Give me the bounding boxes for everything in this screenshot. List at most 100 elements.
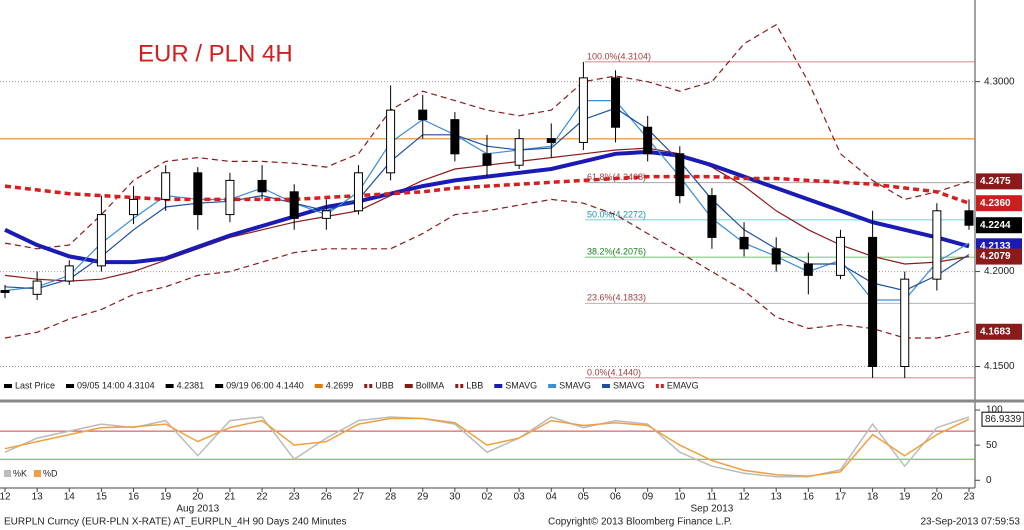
value-box-label: 4.2360 <box>980 198 1011 209</box>
candle-body <box>771 248 781 265</box>
x-tick-label: 10 <box>674 492 686 503</box>
candle-body <box>161 172 171 200</box>
indicator-line <box>4 198 970 339</box>
oscillator-line <box>4 417 970 477</box>
footer-center: Copyright© 2013 Bloomberg Finance L.P. <box>548 517 732 528</box>
legend-label: SMAVG <box>613 380 645 390</box>
value-box-label: 86.9339 <box>985 414 1022 425</box>
candle-body <box>643 126 653 155</box>
value-box <box>976 248 1022 265</box>
candle-body <box>386 109 396 174</box>
x-tick-label: 13 <box>771 492 783 503</box>
candle-body <box>868 236 878 368</box>
legend-label: %K <box>13 468 27 478</box>
footer-right: 23-Sep-2013 07:59:53 <box>920 517 1020 528</box>
x-tick-label: 22 <box>257 492 269 503</box>
candle-body <box>482 153 492 166</box>
chart-title: EUR / PLN 4H <box>138 40 293 67</box>
month-label: Aug 2013 <box>176 504 219 515</box>
candle-body <box>739 236 749 250</box>
candle-body <box>321 210 331 219</box>
value-box <box>976 217 1022 234</box>
candle-body <box>835 236 845 276</box>
candle-body <box>418 109 428 121</box>
x-tick-label: 13 <box>32 492 44 503</box>
value-box <box>976 323 1022 340</box>
candle-body <box>96 214 106 267</box>
candle-body <box>32 280 42 295</box>
x-tick-label: 02 <box>481 492 493 503</box>
legend-label: EMAVG <box>667 380 699 390</box>
x-tick-label: 12 <box>0 492 11 503</box>
x-tick-label: 20 <box>931 492 943 503</box>
value-box <box>976 195 1022 212</box>
candle-body <box>900 278 910 368</box>
x-tick-label: 15 <box>96 492 108 503</box>
candle-body <box>225 179 235 216</box>
legend-label: BollMA <box>416 380 445 390</box>
legend-label: UBB <box>375 380 394 390</box>
x-tick-label: 03 <box>514 492 526 503</box>
x-tick-label: 20 <box>192 492 204 503</box>
candle-body <box>932 210 942 280</box>
candle-body <box>289 191 299 219</box>
value-box-label: 4.2133 <box>980 241 1011 252</box>
candle-body <box>707 195 717 238</box>
value-box-label: 4.2475 <box>980 176 1011 187</box>
legend-label: SMAVG <box>559 380 591 390</box>
candle-body <box>964 210 974 226</box>
candle-body <box>450 119 460 155</box>
fib-label: 0.0%(4.1440) <box>587 367 641 377</box>
candle-body <box>193 172 203 216</box>
x-tick-label: 23 <box>289 492 301 503</box>
value-box-label: 4.2244 <box>980 220 1011 231</box>
value-box <box>976 173 1022 190</box>
footer-left: EURPLN Curncy (EUR-PLN X-RATE) AT_EURPLN… <box>4 517 347 528</box>
y-tick-label: 0 <box>986 475 992 486</box>
fib-label: 100.0%(4.3104) <box>587 51 651 61</box>
legend-label: 4.2381 <box>177 380 205 390</box>
candle-body <box>64 265 74 282</box>
x-tick-label: 28 <box>385 492 397 503</box>
fib-label: 50.0%(4.2272) <box>587 209 646 219</box>
fib-label: 38.2%(4.2076) <box>587 247 646 257</box>
x-tick-label: 19 <box>899 492 911 503</box>
x-tick-label: 26 <box>321 492 333 503</box>
x-tick-label: 30 <box>449 492 461 503</box>
candle-body <box>353 172 363 212</box>
legend-label: 4.2699 <box>326 380 354 390</box>
legend-label: LBB <box>466 380 483 390</box>
x-tick-label: 06 <box>610 492 622 503</box>
x-tick-label: 29 <box>417 492 429 503</box>
x-tick-label: 17 <box>835 492 847 503</box>
x-tick-label: 27 <box>353 492 365 503</box>
y-tick-label: 4.3000 <box>984 76 1015 87</box>
candle-body <box>578 77 588 143</box>
candle-body <box>546 138 556 143</box>
legend-label: 09/05 14:00 4.3104 <box>77 380 155 390</box>
legend-swatch <box>34 470 41 477</box>
fib-label: 23.6%(4.1833) <box>587 293 646 303</box>
y-tick-label: 4.2000 <box>984 266 1015 277</box>
indicator-line <box>4 23 970 250</box>
month-label: Sep 2013 <box>691 504 734 515</box>
x-tick-label: 19 <box>160 492 172 503</box>
x-tick-label: 23 <box>963 492 975 503</box>
x-tick-label: 04 <box>546 492 558 503</box>
candle-body <box>129 198 139 216</box>
value-box <box>981 411 1024 427</box>
candle-body <box>803 263 813 276</box>
candle-body <box>514 138 524 166</box>
y-tick-label: 4.1500 <box>984 361 1015 372</box>
candle-body <box>0 290 10 293</box>
legend-label: %D <box>43 468 58 478</box>
legend-label: Last Price <box>15 380 55 390</box>
legend-label: 09/19 06:00 4.1440 <box>226 380 304 390</box>
x-tick-label: 16 <box>803 492 815 503</box>
candle-body <box>675 153 685 197</box>
value-box-label: 4.2079 <box>980 251 1011 262</box>
legend-swatch <box>4 470 11 477</box>
candle-body <box>611 77 621 128</box>
x-tick-label: 14 <box>64 492 76 503</box>
x-tick-label: 18 <box>867 492 879 503</box>
